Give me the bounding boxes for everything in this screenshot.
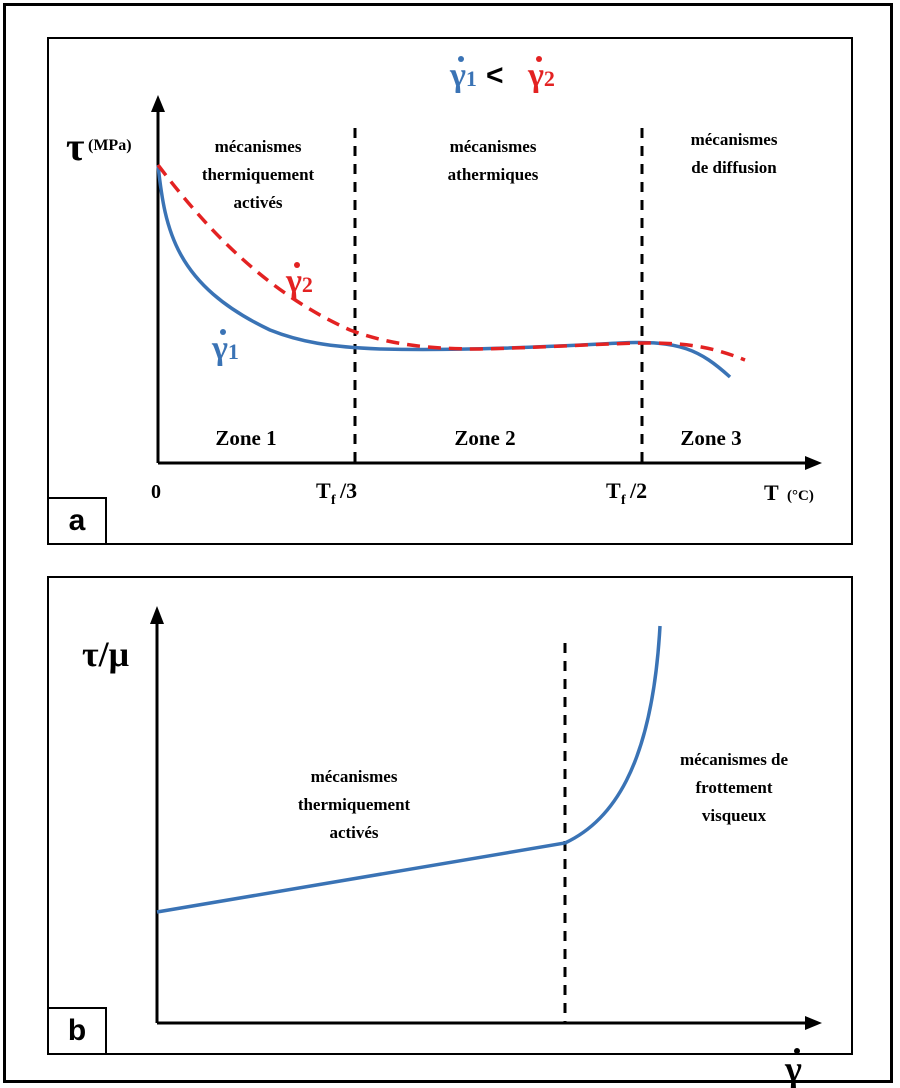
- b-mech1-line1: mécanismes: [311, 767, 398, 786]
- panel-a-mechanism-2: mécanismes athermiques: [448, 137, 539, 184]
- b-mech2-line1: mécanismes de: [680, 750, 789, 769]
- panel-b-mechanism-1: mécanismes thermiquement activés: [298, 767, 411, 842]
- mech3-line2: de diffusion: [691, 158, 777, 177]
- tick-tf2-div: /2: [629, 478, 647, 503]
- b-mech2-line3: visqueux: [702, 806, 767, 825]
- panel-a-tick-tf2: T f /2: [606, 478, 647, 508]
- relation-operator: <: [486, 59, 504, 92]
- mech2-line1: mécanismes: [450, 137, 537, 156]
- panel-a-x-arrow: [805, 456, 822, 470]
- panel-b-x-dot: [794, 1048, 800, 1054]
- tick-tf3-sub: f: [331, 493, 336, 508]
- tick-tf3-t: T: [316, 478, 331, 503]
- mech3-line1: mécanismes: [691, 130, 778, 149]
- b-mech1-line2: thermiquement: [298, 795, 411, 814]
- mech2-line2: athermiques: [448, 165, 539, 184]
- mech1-line1: mécanismes: [215, 137, 302, 156]
- zone-1-label: Zone 1: [215, 426, 276, 450]
- mech1-line3: activés: [233, 193, 282, 212]
- panel-b-mechanism-2: mécanismes de frottement visqueux: [680, 750, 789, 825]
- panel-a-mechanism-3: mécanismes de diffusion: [691, 130, 778, 177]
- gamma2-dot: [536, 56, 542, 62]
- panel-a-tag: a: [47, 497, 107, 545]
- b-mech2-line2: frottement: [695, 778, 772, 797]
- panel-b: b: [47, 576, 853, 1055]
- b-mech1-line3: activés: [329, 823, 378, 842]
- gamma1-dot: [458, 56, 464, 62]
- panel-b-axis-horizontal-arrow: [805, 1016, 822, 1030]
- panel-b-stress-curve: [156, 625, 662, 914]
- panel-a-y-unit: (MPa): [88, 137, 132, 154]
- figure-frame: [3, 3, 893, 1083]
- label-gamma1-dot: [220, 329, 226, 335]
- label-gamma2-dot: [294, 262, 300, 268]
- tick-tf2-t: T: [606, 478, 621, 503]
- panel-a-mechanism-1: mécanismes thermiquement activés: [202, 137, 315, 212]
- tick-tf3-div: /3: [339, 478, 357, 503]
- mech1-line2: thermiquement: [202, 165, 315, 184]
- panel-a-x-unit: (°C): [787, 488, 814, 504]
- panel-a-tick-0: 0: [151, 481, 161, 503]
- panel-b-tag: b: [47, 1007, 107, 1055]
- panel-b-x-gamma: γ: [784, 1049, 802, 1088]
- panel-b-y-symbol: τ/μ: [82, 634, 129, 674]
- panel-a-tick-tf3: T f /3: [316, 478, 357, 508]
- panel-a-curve-gamma1: [156, 164, 732, 379]
- panel-a-y-symbol: τ: [66, 124, 84, 169]
- panel-a-x-symbol: T: [764, 480, 779, 505]
- panel-a: a: [47, 37, 853, 545]
- panel-a-y-arrow: [151, 95, 165, 112]
- zone-3-label: Zone 3: [680, 426, 741, 450]
- zone-2-label: Zone 2: [454, 426, 515, 450]
- tick-tf2-sub: f: [621, 493, 626, 508]
- panel-a-curve-gamma2: [156, 163, 746, 362]
- panel-b-x-symbol: γ: [784, 1048, 802, 1088]
- panel-b-axis-vertical-arrow: [150, 606, 164, 624]
